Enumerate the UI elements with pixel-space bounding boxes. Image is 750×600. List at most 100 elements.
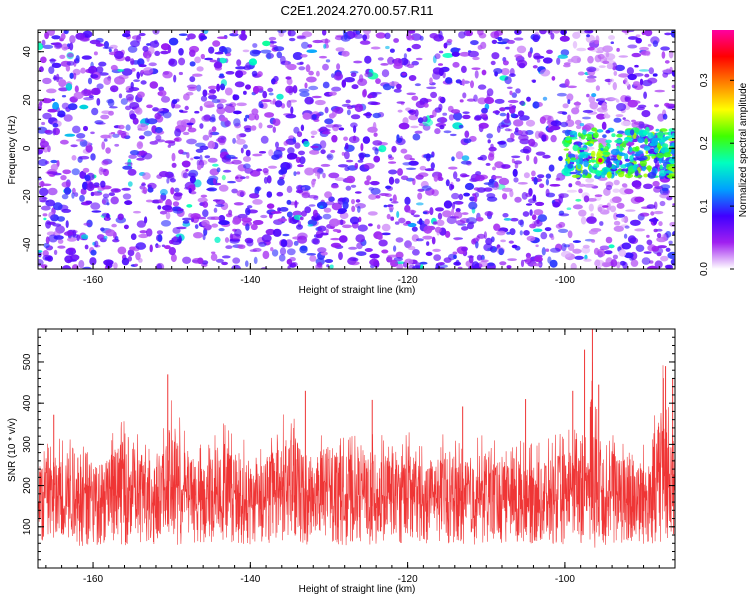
heatmap-cell (646, 204, 656, 209)
heatmap-cell (75, 138, 85, 142)
heatmap-cell (273, 46, 285, 52)
heatmap-cell (169, 178, 176, 183)
heatmap-cell (629, 146, 633, 153)
heatmap-cell (659, 128, 668, 132)
heatmap-cell (569, 136, 578, 140)
heatmap-cell (187, 33, 196, 40)
heatmap-cell (564, 129, 571, 137)
heatmap-cell (462, 111, 470, 114)
heatmap-cell (317, 225, 327, 232)
heatmap-cell (584, 142, 591, 145)
heatmap-cell (566, 189, 578, 193)
heatmap-cell (200, 194, 208, 198)
heatmap-cell (453, 261, 462, 266)
heatmap-cell (354, 103, 364, 113)
heatmap-cell (503, 218, 512, 221)
heatmap-cell (125, 105, 132, 111)
heatmap-cell (268, 149, 274, 157)
heatmap-cell (452, 251, 458, 255)
heatmap-cell (100, 114, 110, 120)
snr-panel: -160 -140 -120 -100 100 200 300 400 500 Height … (7, 328, 676, 595)
heatmap-cell (626, 67, 635, 75)
heatmap-cell (155, 244, 162, 248)
heatmap-cell (207, 157, 218, 163)
heatmap-cell (64, 186, 71, 195)
heatmap-cell (497, 141, 506, 145)
heatmap-cell (448, 166, 458, 170)
heatmap-cell (566, 207, 572, 210)
heatmap-cell (409, 158, 416, 161)
heatmap-cell (219, 73, 224, 77)
heatmap-cell (594, 259, 601, 267)
heatmap-cell (292, 85, 298, 94)
heatmap-cell (218, 228, 225, 232)
heatmap-cell (307, 194, 319, 199)
heatmap-cell (154, 139, 165, 143)
heatmap-cell (509, 106, 516, 114)
heatmap-cell (65, 64, 71, 72)
heatmap-cell (59, 54, 66, 60)
heatmap-cell (450, 184, 455, 190)
heatmap-cell (147, 187, 154, 193)
heatmap-cell (120, 132, 127, 139)
heatmap-cell (661, 69, 672, 73)
heatmap-cell (209, 168, 220, 176)
heatmap-cell (93, 51, 98, 56)
heatmap-cell (143, 130, 153, 137)
heatmap-cell (182, 256, 192, 264)
heatmap-cell (646, 239, 653, 246)
heatmap-cell (68, 103, 78, 111)
heatmap-cell (233, 202, 244, 206)
heatmap-cell (259, 103, 264, 109)
heatmap-cell (442, 112, 448, 116)
heatmap-cell (61, 181, 71, 188)
heatmap-cell (174, 187, 180, 193)
heatmap-cell (449, 133, 457, 137)
heatmap-cell (286, 248, 296, 256)
heatmap-cell (496, 230, 506, 236)
heatmap-cell (319, 140, 327, 149)
heatmap-cell (283, 140, 289, 146)
heatmap-cell (499, 261, 507, 266)
heatmap-cell (252, 153, 263, 157)
heatmap-cell (657, 245, 667, 249)
heatmap-cell (585, 178, 595, 183)
heatmap-cell (338, 127, 345, 131)
heatmap-cell (574, 119, 582, 126)
heatmap-cell (483, 231, 487, 240)
heatmap-cell (578, 147, 587, 151)
heatmap-cell (669, 66, 673, 73)
heatmap-cell (74, 85, 79, 93)
heatmap-cell (165, 212, 171, 220)
x-tick-label: -140 (240, 574, 260, 585)
heatmap-cell (576, 124, 582, 130)
heatmap-cell (339, 235, 348, 243)
heatmap-cell (320, 163, 331, 167)
heatmap-cell (218, 220, 230, 225)
heatmap-cell (511, 244, 518, 249)
heatmap-cell (142, 152, 153, 160)
heatmap-cell (341, 79, 346, 88)
heatmap-cell (616, 161, 620, 168)
heatmap-cell (404, 196, 411, 205)
heatmap-cell (303, 140, 310, 147)
heatmap-cell (415, 57, 423, 61)
heatmap-cell (231, 264, 241, 269)
heatmap-cell (601, 121, 607, 130)
heatmap-cell (212, 199, 221, 202)
heatmap-cell (127, 168, 137, 176)
heatmap-cell (44, 130, 51, 134)
heatmap-cell (316, 234, 323, 239)
heatmap-cell (193, 156, 201, 160)
heatmap-cell (526, 154, 530, 162)
heatmap-cell (475, 266, 482, 269)
heatmap-cell (204, 57, 214, 61)
heatmap-cell (406, 35, 415, 41)
x-tick-label: -140 (240, 275, 260, 286)
heatmap-cell (178, 57, 186, 66)
spectrogram-y-axis-label: Frequency (Hz) (7, 116, 18, 185)
heatmap-cell (616, 47, 620, 52)
heatmap-cell (517, 182, 528, 185)
heatmap-cell (464, 182, 475, 191)
heatmap-cell (321, 131, 331, 135)
